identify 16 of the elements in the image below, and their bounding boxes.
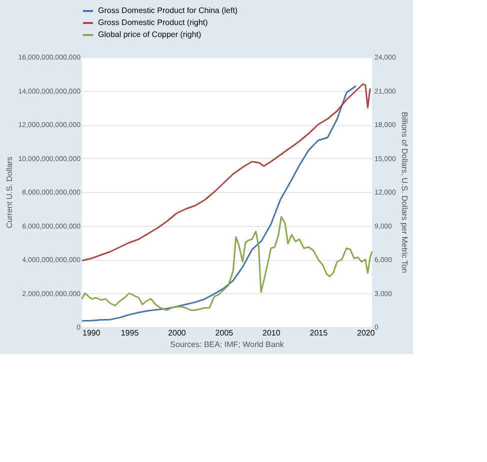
legend-label: Global price of Copper (right) <box>98 30 202 39</box>
y2-axis-title: Billions of Dollars, U.S. Dollars per Metric Ton <box>400 112 409 274</box>
line-series <box>81 83 371 262</box>
line-series <box>81 216 373 311</box>
x-tick-label: 2000 <box>168 328 186 338</box>
legend-label: Gross Domestic Product (right) <box>98 18 208 27</box>
line-series <box>81 85 357 322</box>
x-tick-label: 2015 <box>310 328 328 338</box>
source-note: Sources: BEA; IMF; World Bank <box>170 340 285 349</box>
x-tick-label: 2020 <box>356 328 376 338</box>
x-tick-label: 2005 <box>215 328 234 338</box>
x-tick-label: 2010 <box>262 328 281 338</box>
legend-label: Gross Domestic Product for China (left) <box>98 6 238 15</box>
x-tick-label: 1990 <box>82 328 101 338</box>
x-tick-label: 1995 <box>120 328 140 338</box>
y-axis-title: Current U.S. Dollars <box>5 156 14 228</box>
